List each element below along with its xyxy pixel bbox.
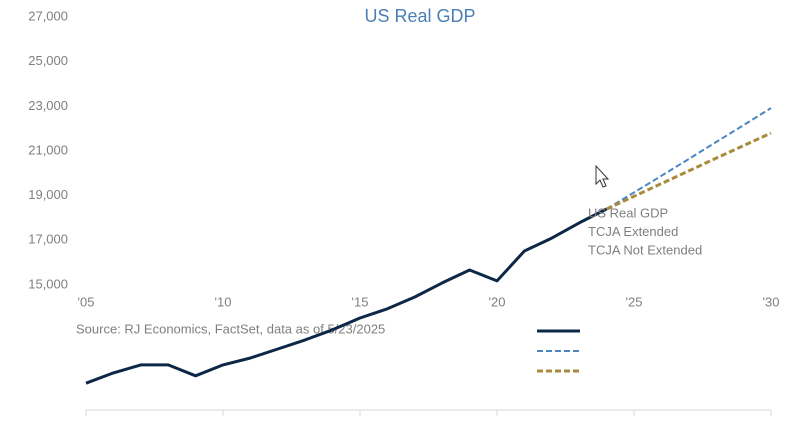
- x-tick-label: '30: [763, 294, 780, 309]
- y-tick-label: 23,000: [28, 98, 68, 113]
- y-tick-label: 17,000: [28, 232, 68, 247]
- series-line: [606, 107, 772, 210]
- mouse-cursor: [595, 164, 610, 188]
- x-tick-label: '25: [626, 294, 643, 309]
- y-tick-label: 27,000: [28, 8, 68, 23]
- x-tick-label: '20: [489, 294, 506, 309]
- y-tick-label: 15,000: [28, 276, 68, 291]
- x-tick-label: '10: [215, 294, 232, 309]
- legend-label: US Real GDP: [588, 205, 668, 220]
- y-tick-label: 25,000: [28, 53, 68, 68]
- y-tick-label: 21,000: [28, 142, 68, 157]
- x-tick-label: '05: [78, 294, 95, 309]
- series-line: [605, 131, 772, 211]
- x-tick-label: '15: [352, 294, 369, 309]
- legend-label: TCJA Extended: [588, 224, 678, 239]
- source-note: Source: RJ Economics, FactSet, data as o…: [76, 321, 385, 336]
- legend-label: TCJA Not Extended: [588, 242, 702, 257]
- chart-title: US Real GDP: [364, 6, 475, 26]
- series-line: [85, 207, 608, 385]
- y-tick-label: 19,000: [28, 187, 68, 202]
